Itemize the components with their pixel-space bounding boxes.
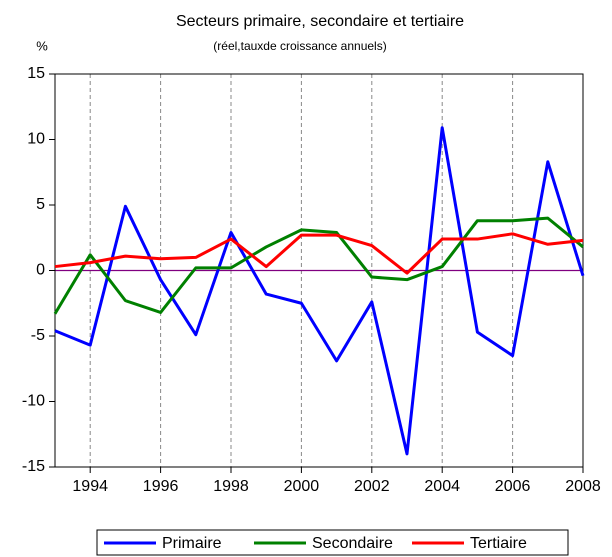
x-tick-label: 2004 — [424, 478, 460, 495]
series-line — [54, 232, 584, 275]
y-tick-label: -10 — [22, 393, 45, 410]
chart-title: Secteurs primaire, secondaire et tertiai… — [176, 13, 464, 30]
legend-label: Primaire — [162, 535, 222, 552]
y-tick-label: 15 — [27, 65, 45, 82]
x-tick-label: 1994 — [72, 478, 108, 495]
y-tick-label: -5 — [31, 327, 45, 344]
x-tick-label: 2002 — [354, 478, 390, 495]
x-tick-label: 1998 — [213, 478, 249, 495]
legend-label: Secondaire — [312, 535, 393, 552]
legend-box — [96, 529, 569, 556]
y-tick-label: -15 — [22, 458, 45, 475]
y-tick-label: 5 — [36, 196, 45, 213]
x-tick-label: 2000 — [284, 478, 320, 495]
x-tick-label: 2006 — [495, 478, 531, 495]
y-axis-label: % — [36, 38, 48, 53]
plot-frame — [54, 73, 584, 468]
x-tick-label: 2008 — [565, 478, 601, 495]
y-tick-label: 0 — [36, 262, 45, 279]
series-line — [53, 216, 584, 315]
legend-label: Tertiaire — [470, 535, 527, 552]
chart-subtitle: (réel,tauxde croissance annuels) — [213, 39, 386, 53]
x-tick-label: 1996 — [143, 478, 179, 495]
series-line — [54, 126, 585, 456]
y-tick-label: 10 — [27, 131, 45, 148]
